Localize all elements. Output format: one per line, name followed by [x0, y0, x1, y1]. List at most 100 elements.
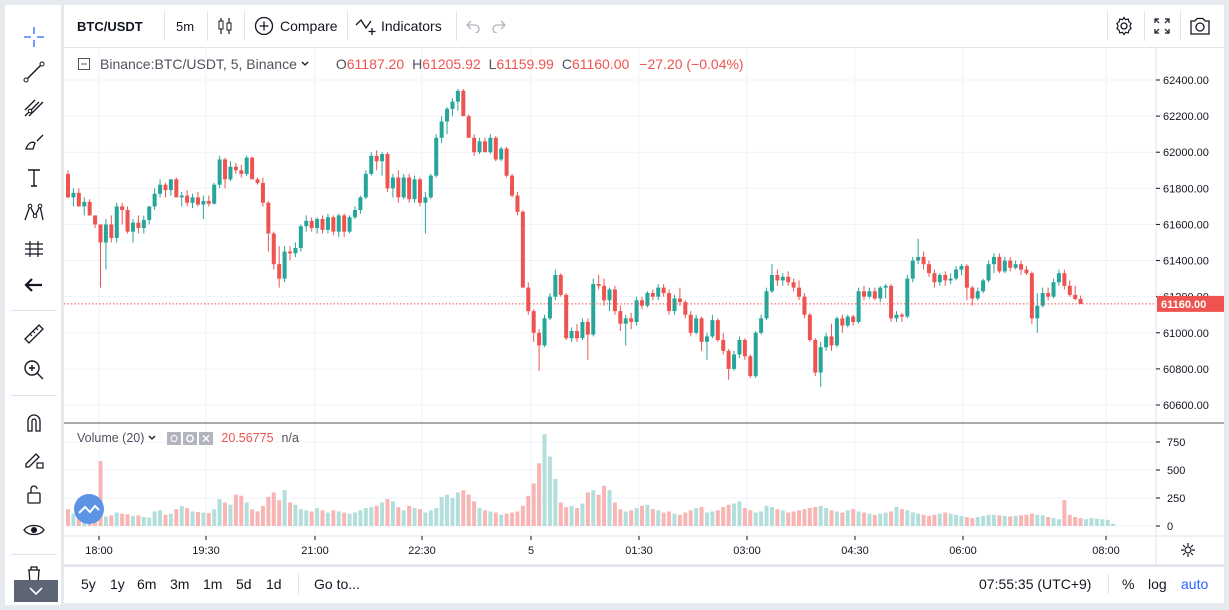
magnet-icon[interactable] — [19, 408, 49, 438]
indicators-button[interactable]: Indicators — [354, 5, 442, 47]
collapse-legend-icon[interactable] — [77, 57, 91, 71]
volume-bar — [856, 511, 861, 526]
high-value: 61205.92 — [422, 56, 481, 72]
candle-body — [352, 210, 357, 218]
volume-bar — [954, 514, 959, 526]
goto-button[interactable]: Go to... — [314, 567, 360, 601]
brush-tool-icon[interactable] — [19, 127, 49, 157]
text-tool-icon[interactable] — [19, 163, 49, 193]
candle — [98, 224, 103, 288]
chevron-down-icon[interactable] — [147, 434, 157, 442]
volume-bar — [304, 510, 309, 526]
volume-bar — [688, 510, 693, 526]
price-chart[interactable]: 62400.00 62200.00 62000.00 61800.00 61600.00… — [64, 48, 1224, 564]
candle — [672, 294, 677, 315]
candle-body — [797, 287, 802, 297]
candle — [688, 311, 693, 337]
interval-button[interactable]: 5m — [176, 5, 194, 47]
camera-icon — [1190, 17, 1210, 35]
close-icon[interactable] — [199, 431, 214, 445]
gear-icon[interactable] — [183, 431, 198, 445]
zoom-in-icon[interactable] — [19, 355, 49, 385]
volume-bar — [683, 512, 688, 526]
volume-bar — [894, 506, 899, 526]
volume-bar — [1073, 517, 1078, 526]
candle — [899, 312, 904, 322]
chart-pane[interactable]: 62400.00 62200.00 62000.00 61800.00 61600.00… — [64, 48, 1224, 564]
candle — [526, 282, 531, 315]
pattern-tool-icon[interactable] — [19, 198, 49, 228]
range-button-5d[interactable]: 5d — [236, 567, 252, 601]
auto-scale-button[interactable]: auto — [1181, 567, 1208, 601]
candle — [1062, 269, 1067, 290]
candle-body — [488, 137, 493, 153]
candle — [461, 89, 466, 117]
range-button-1y[interactable]: 1y — [110, 567, 125, 601]
volume-bar — [1067, 514, 1072, 526]
pitchfork-tool-icon[interactable] — [19, 92, 49, 122]
volume-bar — [759, 511, 764, 526]
crosshair-tool-icon[interactable] — [19, 22, 49, 52]
candle-body — [439, 121, 444, 138]
volume-bar — [477, 508, 482, 526]
range-button-1d[interactable]: 1d — [266, 567, 282, 601]
candle-body — [564, 294, 569, 339]
candle — [1024, 265, 1029, 275]
fullscreen-button[interactable] — [1152, 5, 1172, 47]
log-scale-button[interactable]: log — [1148, 567, 1167, 601]
candles-icon — [218, 18, 232, 34]
candle — [981, 278, 986, 294]
toolbar-divider — [298, 574, 299, 594]
undo-button[interactable] — [465, 5, 481, 47]
chart-type-button[interactable] — [216, 5, 234, 47]
visibility-icon[interactable] — [167, 431, 182, 445]
candle — [813, 338, 818, 377]
volume-bar — [493, 512, 498, 526]
prediction-tool-icon[interactable] — [19, 234, 49, 264]
candle-body — [120, 206, 125, 210]
symbol-search-button[interactable]: BTC/USDT — [77, 5, 143, 47]
trend-line-tool-icon[interactable] — [19, 57, 49, 87]
legend-symbol-title[interactable]: Binance:BTC/USDT, 5, Binance — [100, 56, 297, 72]
time-settings-icon[interactable] — [1181, 543, 1195, 557]
volume-bar — [618, 509, 623, 526]
candle-body — [1051, 282, 1056, 297]
candle-body — [493, 137, 498, 160]
candle-body — [732, 354, 737, 369]
candle — [802, 293, 807, 319]
candle-body — [1067, 285, 1072, 295]
candle — [158, 179, 163, 198]
eye-icon[interactable] — [19, 515, 49, 545]
candle-body — [872, 291, 877, 299]
compare-button[interactable]: Compare — [253, 5, 338, 47]
range-button-5y[interactable]: 5y — [81, 567, 96, 601]
range-button-1m[interactable]: 1m — [203, 567, 222, 601]
volume-legend-label[interactable]: Volume (20) — [77, 431, 145, 445]
candle — [363, 170, 368, 200]
lock-drawing-icon[interactable] — [19, 443, 49, 473]
volume-bar — [959, 515, 964, 526]
log-label: log — [1148, 576, 1167, 592]
range-label: 5d — [236, 576, 252, 592]
time-tick-label: 06:00 — [949, 545, 977, 557]
clock-timezone[interactable]: 07:55:35 (UTC+9) — [979, 567, 1091, 601]
percent-scale-button[interactable]: % — [1122, 567, 1134, 601]
volume-bar — [336, 511, 341, 526]
volume-bar — [742, 508, 747, 526]
candle — [212, 182, 217, 205]
range-button-6m[interactable]: 6m — [137, 567, 156, 601]
candle-body — [179, 195, 184, 198]
back-arrow-icon[interactable] — [19, 270, 49, 300]
candle — [905, 275, 910, 319]
screenshot-button[interactable] — [1188, 5, 1212, 47]
toolbar-scroll-down-button[interactable] — [14, 580, 58, 602]
range-button-3m[interactable]: 3m — [170, 567, 189, 601]
candle — [618, 305, 623, 331]
unlock-icon[interactable] — [19, 479, 49, 509]
candle-body — [742, 340, 747, 357]
ruler-tool-icon[interactable] — [19, 319, 49, 349]
redo-button[interactable] — [491, 5, 507, 47]
candle-body — [288, 251, 293, 254]
settings-button[interactable] — [1113, 5, 1135, 47]
chevron-down-icon[interactable] — [300, 60, 310, 68]
